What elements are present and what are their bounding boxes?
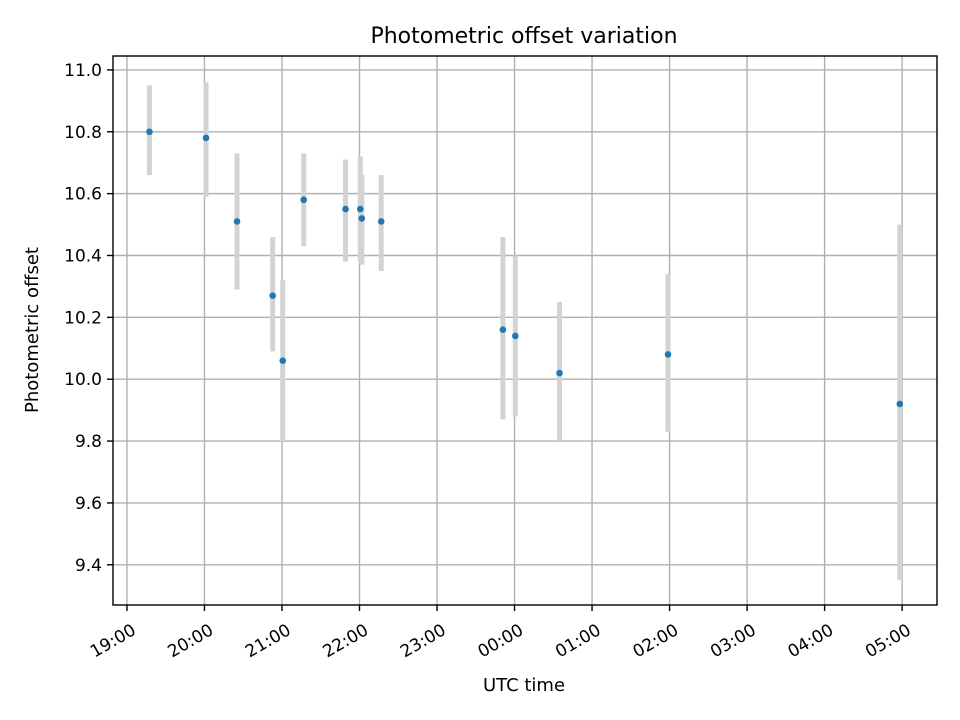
y-tick-label: 10.6 <box>64 185 102 205</box>
data-point <box>556 369 563 377</box>
grid-lines <box>113 56 937 605</box>
x-axis-ticks: 19:00 20:00 21:00 22:00 23:00 00:00 01:00 02:00… <box>87 605 915 662</box>
x-tick-label: 03:00 <box>707 620 759 662</box>
y-tick-label: 10.8 <box>64 123 102 143</box>
data-point <box>300 196 307 204</box>
chart-title: Photometric offset variation <box>370 24 677 49</box>
data-point <box>279 357 287 364</box>
error-bars <box>146 82 903 581</box>
plot-frame <box>112 55 938 606</box>
data-point <box>356 205 364 213</box>
x-tick-label: 23:00 <box>397 620 449 662</box>
y-tick-label: 10.2 <box>64 308 102 328</box>
data-point <box>358 215 366 222</box>
y-tick-label: 9.6 <box>75 494 102 514</box>
data-point <box>269 292 276 300</box>
data-point <box>202 134 210 142</box>
data-point <box>146 128 153 136</box>
data-point <box>664 351 672 358</box>
y-tick-label: 9.8 <box>75 432 102 452</box>
x-tick-label: 20:00 <box>165 620 217 662</box>
y-tick-label: 11.0 <box>64 61 102 81</box>
data-points <box>146 128 904 408</box>
data-point <box>512 332 519 340</box>
x-tick-label: 04:00 <box>785 620 837 662</box>
y-axis-label: Photometric offset <box>22 247 43 413</box>
y-tick-label: 10.4 <box>64 246 102 266</box>
data-point <box>377 218 385 225</box>
x-tick-label: 19:00 <box>87 620 139 662</box>
data-point <box>233 218 241 225</box>
y-tick-label: 9.4 <box>75 556 102 576</box>
data-point <box>499 326 507 334</box>
y-axis-ticks: 9.4 9.6 9.8 10.0 10.2 10.4 10.6 10.8 11.0 <box>64 61 113 576</box>
x-tick-label: 05:00 <box>862 620 914 662</box>
y-tick-label: 10.0 <box>64 370 102 390</box>
x-tick-label: 01:00 <box>552 620 604 662</box>
data-point <box>896 400 904 408</box>
x-tick-label: 00:00 <box>475 620 527 662</box>
x-tick-label: 22:00 <box>320 620 372 662</box>
data-point <box>342 205 349 213</box>
x-tick-label: 02:00 <box>630 620 682 662</box>
x-axis-label: UTC time <box>483 675 565 696</box>
x-tick-label: 21:00 <box>242 620 294 662</box>
